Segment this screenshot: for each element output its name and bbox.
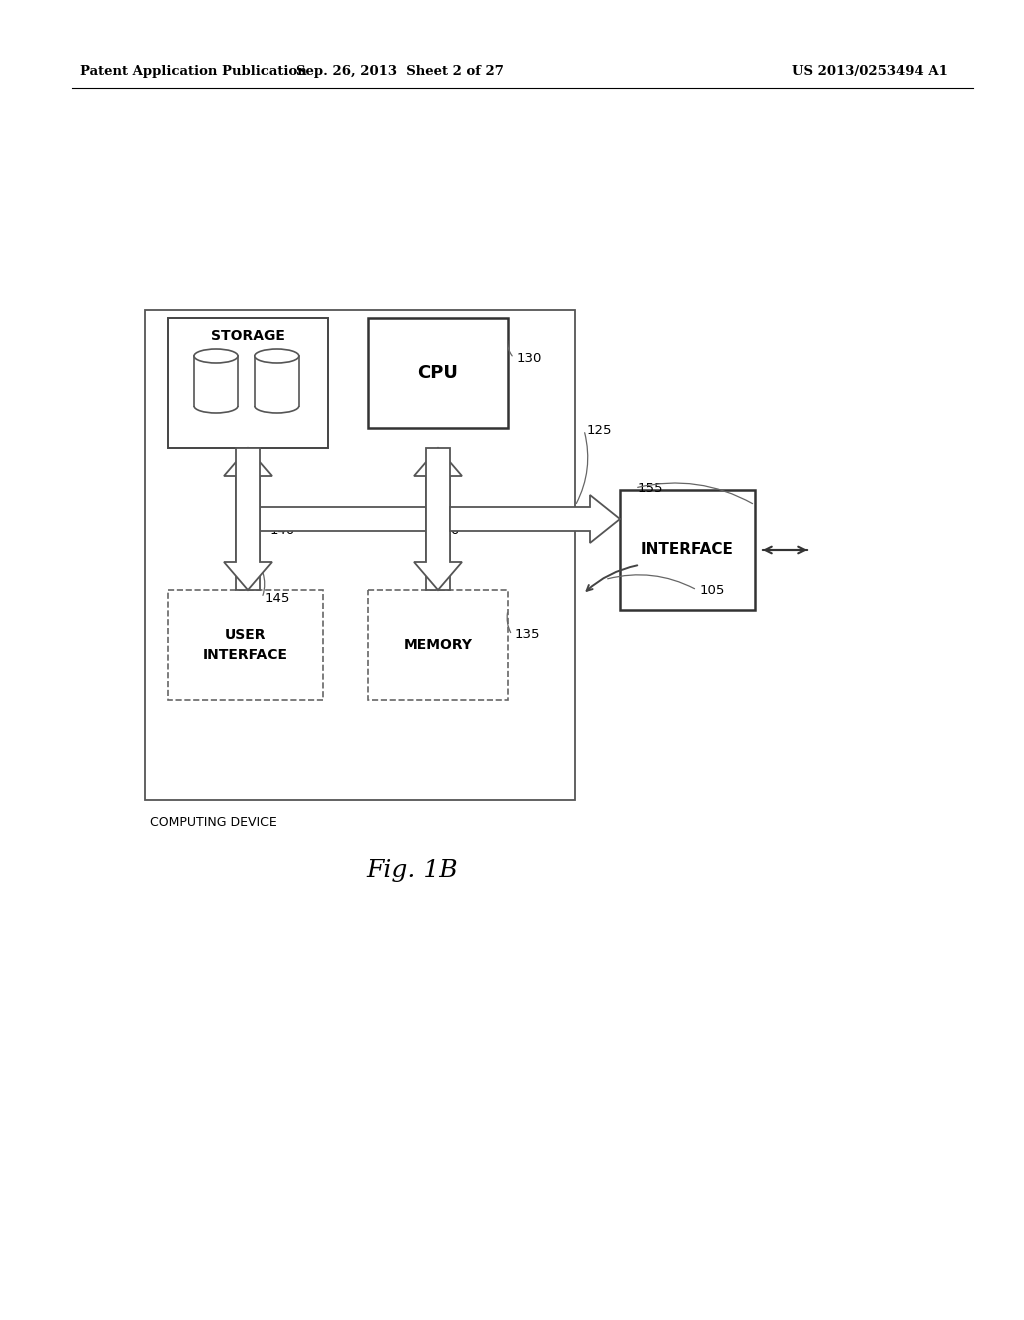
Bar: [260, 507, 426, 531]
Text: 130: 130: [517, 351, 543, 364]
Text: 145: 145: [265, 591, 291, 605]
Bar: [255, 356, 299, 407]
Text: Sep. 26, 2013  Sheet 2 of 27: Sep. 26, 2013 Sheet 2 of 27: [296, 66, 504, 78]
Text: 140: 140: [270, 524, 295, 536]
Text: 150: 150: [435, 524, 461, 536]
Ellipse shape: [194, 348, 238, 363]
Text: CPU: CPU: [418, 364, 459, 381]
Text: Patent Application Publication: Patent Application Publication: [80, 66, 307, 78]
Text: 125: 125: [587, 424, 612, 437]
Polygon shape: [224, 447, 272, 590]
Text: MEMORY: MEMORY: [403, 638, 472, 652]
Bar: [620, 490, 755, 610]
Polygon shape: [414, 447, 462, 590]
Bar: [194, 356, 238, 407]
Bar: [168, 590, 323, 700]
Text: 135: 135: [515, 628, 541, 642]
Polygon shape: [414, 447, 462, 590]
Ellipse shape: [255, 348, 299, 363]
Polygon shape: [450, 495, 620, 543]
Text: 105: 105: [700, 583, 725, 597]
Polygon shape: [224, 447, 272, 590]
Bar: [368, 590, 508, 700]
Text: 155: 155: [638, 482, 664, 495]
Text: INTERFACE: INTERFACE: [641, 543, 734, 557]
Bar: [145, 310, 575, 800]
Text: USER
INTERFACE: USER INTERFACE: [203, 628, 288, 661]
Bar: [368, 318, 508, 428]
Bar: [168, 318, 328, 447]
Text: US 2013/0253494 A1: US 2013/0253494 A1: [792, 66, 948, 78]
Text: STORAGE: STORAGE: [211, 329, 285, 343]
Text: COMPUTING DEVICE: COMPUTING DEVICE: [150, 816, 276, 829]
Text: Fig. 1B: Fig. 1B: [367, 858, 458, 882]
